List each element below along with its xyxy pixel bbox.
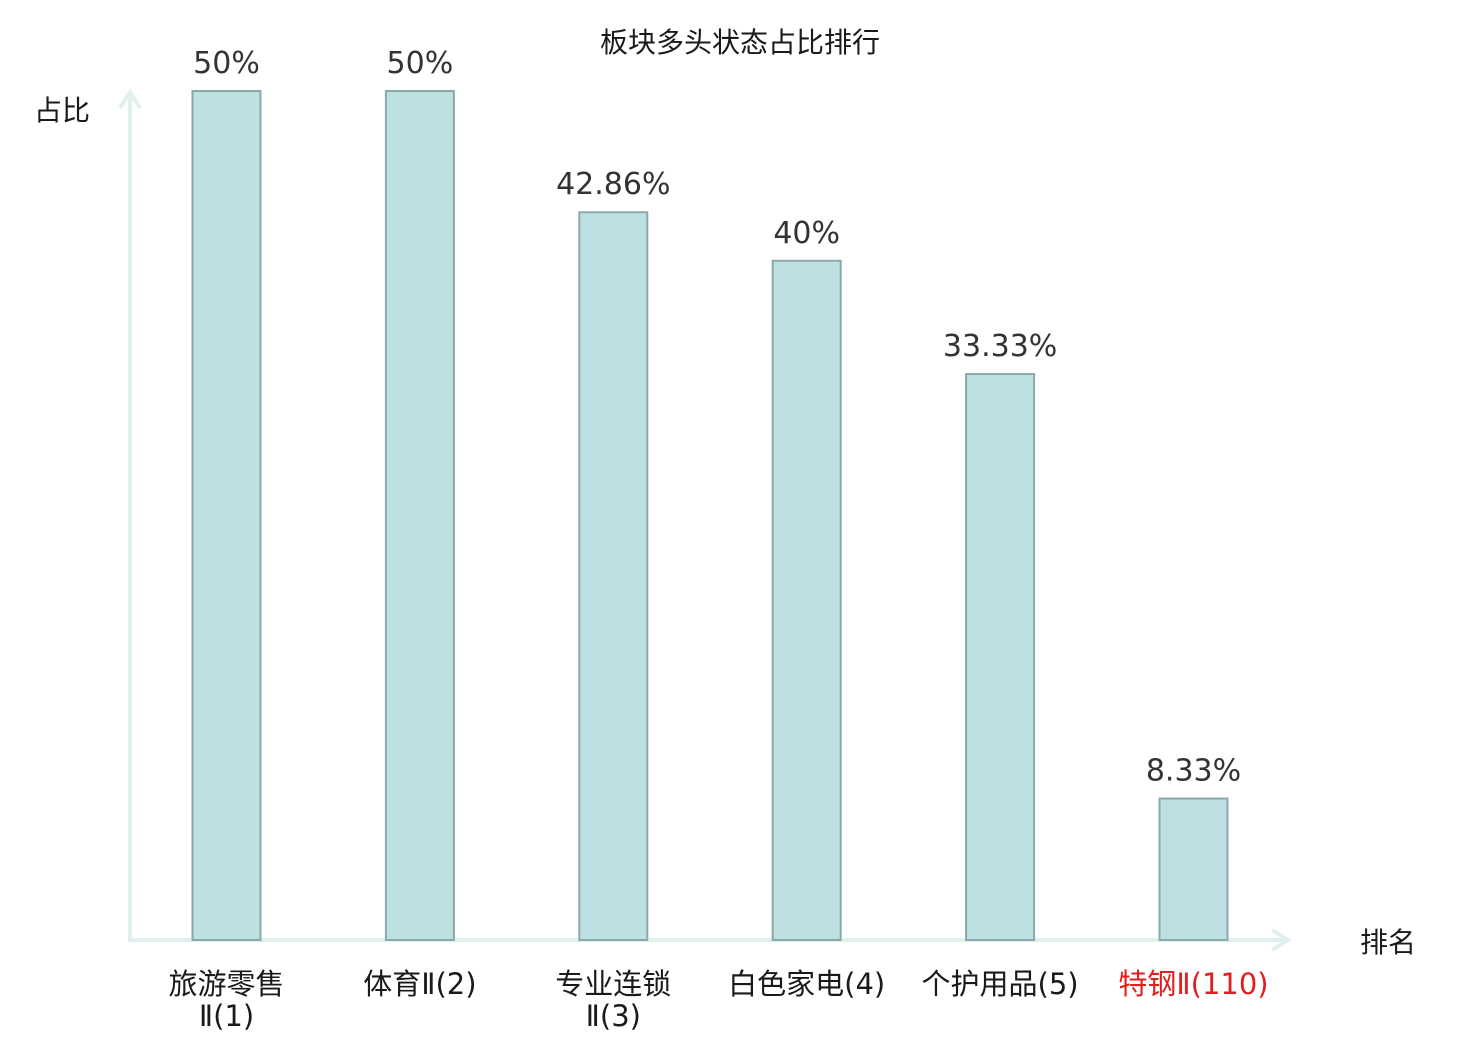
category-label-line: 体育Ⅱ(2): [363, 967, 476, 1001]
category-label-3: 专业连锁 Ⅱ(3): [555, 967, 671, 1033]
bar-5: [965, 373, 1036, 942]
category-label-line: 专业连锁: [555, 967, 671, 1001]
category-label-line: 白色家电(4): [728, 967, 885, 1001]
category-label-line: Ⅱ(1): [199, 999, 254, 1033]
category-label-6: 特钢Ⅱ(110): [1118, 967, 1268, 1001]
category-label-5: 个护用品(5): [922, 967, 1079, 1001]
y-axis-label: 占比: [34, 94, 90, 127]
category-label-line: Ⅱ(3): [586, 999, 641, 1033]
bar-3: [578, 211, 649, 942]
bar-6: [1158, 797, 1229, 941]
value-label-3: 42.86%: [556, 167, 670, 202]
value-labels: 50% 50% 42.86% 40% 33.33% 8.33%: [193, 46, 1241, 789]
value-label-6: 8.33%: [1146, 754, 1241, 789]
bar-4: [771, 259, 842, 941]
category-label-line: 个护用品(5): [922, 967, 1079, 1001]
axes: [118, 88, 1292, 952]
value-label-1: 50%: [193, 46, 260, 81]
bar-1: [191, 90, 262, 941]
chart-title: 板块多头状态占比排行: [600, 26, 880, 59]
value-label-5: 33.33%: [943, 329, 1057, 364]
category-label-1: 旅游零售 Ⅱ(1): [168, 967, 284, 1033]
value-label-4: 40%: [773, 216, 840, 251]
bars: [191, 90, 1229, 942]
category-label-line: 特钢Ⅱ(110): [1118, 967, 1268, 1001]
x-axis-label: 排名: [1360, 926, 1416, 959]
category-label-4: 白色家电(4): [728, 967, 885, 1001]
value-label-2: 50%: [387, 46, 454, 81]
category-labels: 旅游零售 Ⅱ(1) 体育Ⅱ(2) 专业连锁 Ⅱ(3) 白色家电(4) 个护用品(5) 特钢Ⅱ(…: [168, 967, 1268, 1033]
y-axis-arrow: [118, 88, 142, 110]
category-label-2: 体育Ⅱ(2): [363, 967, 476, 1001]
category-label-line: 旅游零售: [168, 967, 284, 1001]
bar-2: [384, 90, 455, 941]
x-axis-arrow: [1270, 928, 1292, 952]
